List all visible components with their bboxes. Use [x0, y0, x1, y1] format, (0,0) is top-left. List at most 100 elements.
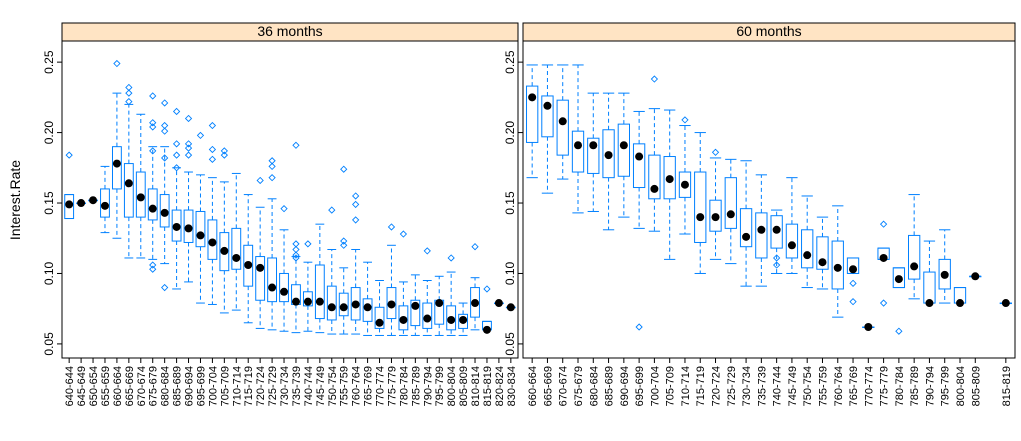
iqr-box	[207, 219, 218, 260]
box-740-744: 740-744	[302, 240, 315, 406]
box-665-669: 665-669	[124, 83, 136, 406]
iqr-box	[135, 171, 146, 218]
outlier-point	[161, 99, 169, 107]
outlier-point	[268, 174, 276, 182]
x-tick-label: 780-784	[398, 366, 410, 406]
outlier-point	[113, 59, 121, 68]
iqr-box	[243, 244, 254, 287]
box-750-754: 750-754	[326, 206, 339, 406]
outlier-point	[352, 192, 360, 200]
median-point	[303, 297, 312, 306]
box-805-809: 805-809	[458, 302, 470, 406]
x-tick-label: 670-674	[558, 366, 570, 406]
median-point	[89, 196, 98, 205]
box-805-809: 805-809	[969, 272, 982, 406]
outlier-point	[125, 97, 133, 106]
median-point	[665, 175, 674, 184]
x-tick-label: 685-689	[604, 366, 616, 406]
median-point	[387, 300, 396, 309]
box-680-684: 680-684	[160, 99, 172, 406]
iqr-box	[338, 292, 349, 317]
iqr-box	[386, 287, 397, 320]
x-tick-label: 800-804	[955, 366, 967, 406]
outlier-point	[184, 140, 193, 148]
outlier-point	[161, 283, 169, 292]
x-tick-label: 780-784	[894, 366, 906, 406]
median-point	[1001, 299, 1010, 308]
outlier-point	[184, 151, 193, 159]
iqr-box	[314, 264, 325, 320]
median-point	[459, 315, 468, 324]
outlier-point	[635, 323, 643, 331]
outlier-point	[895, 327, 903, 335]
median-point	[879, 253, 888, 262]
median-point	[471, 299, 480, 308]
median-point	[423, 314, 432, 323]
x-tick-label: 650-654	[88, 366, 100, 406]
box-725-729: 725-729	[267, 157, 279, 406]
x-tick-label: 675-679	[573, 366, 585, 406]
iqr-box	[663, 156, 676, 200]
x-tick-label: 775-779	[386, 366, 398, 406]
iqr-box	[326, 285, 337, 321]
median-point	[971, 272, 980, 281]
iqr-box	[446, 305, 457, 331]
outlier-point	[149, 92, 157, 100]
outlier-point	[149, 123, 157, 131]
iqr-box	[556, 99, 569, 156]
median-point	[375, 318, 384, 327]
box-695-699: 695-699	[195, 131, 207, 406]
iqr-box	[678, 171, 692, 198]
x-tick-label: 690-694	[619, 366, 631, 406]
iqr-box	[279, 272, 289, 303]
median-point	[574, 141, 583, 150]
iqr-box	[64, 194, 75, 220]
box-720-724: 720-724	[709, 148, 723, 406]
median-point	[940, 270, 949, 279]
outlier-point	[471, 243, 479, 251]
outlier-point	[220, 151, 228, 159]
box-770-774: 770-774	[862, 323, 875, 406]
outlier-point	[161, 127, 169, 135]
box-705-709: 705-709	[663, 109, 677, 406]
box-695-699: 695-699	[632, 110, 646, 406]
iqr-box	[111, 146, 122, 190]
outlier-point	[328, 206, 336, 214]
iqr-box	[147, 188, 158, 221]
x-tick-label: 695-699	[634, 366, 646, 406]
outlier-point	[849, 279, 857, 287]
median-point	[112, 159, 121, 168]
box-685-689: 685-689	[172, 107, 184, 406]
x-tick-label: 790-794	[924, 366, 936, 406]
iqr-box	[846, 257, 860, 274]
x-tick-label: 800-804	[446, 366, 458, 406]
box-785-789: 785-789	[410, 274, 422, 406]
median-point	[244, 261, 253, 270]
median-point	[208, 238, 217, 247]
panel-1: 36 months 0.05 0.10 0.15 0.20 0.25 640-644 645-…	[42, 22, 519, 406]
x-tick-label: 805-809	[458, 366, 470, 406]
outlier-point	[340, 165, 348, 173]
outlier-point	[149, 265, 157, 273]
y-tick-label: 0.25	[42, 50, 56, 74]
iqr-box	[302, 291, 313, 307]
outlier-point	[208, 145, 217, 154]
median-point	[894, 275, 903, 284]
median-point	[818, 258, 827, 267]
outlier-point	[256, 176, 264, 185]
median-point	[711, 213, 720, 222]
iqr-box	[724, 177, 737, 229]
iqr-box	[785, 223, 799, 259]
outlier-point	[292, 251, 300, 259]
outlier-point	[711, 148, 720, 156]
median-point	[447, 315, 456, 324]
outlier-point	[340, 241, 348, 249]
outlier-point	[681, 116, 689, 124]
box-715-719: 715-719	[694, 132, 707, 406]
box-670-674: 670-674	[135, 113, 148, 406]
panel-title: 60 months	[736, 23, 801, 39]
box-650-654: 650-654	[88, 196, 100, 406]
box-760-764: 760-764	[351, 192, 363, 406]
box-755-759: 755-759	[338, 165, 351, 406]
